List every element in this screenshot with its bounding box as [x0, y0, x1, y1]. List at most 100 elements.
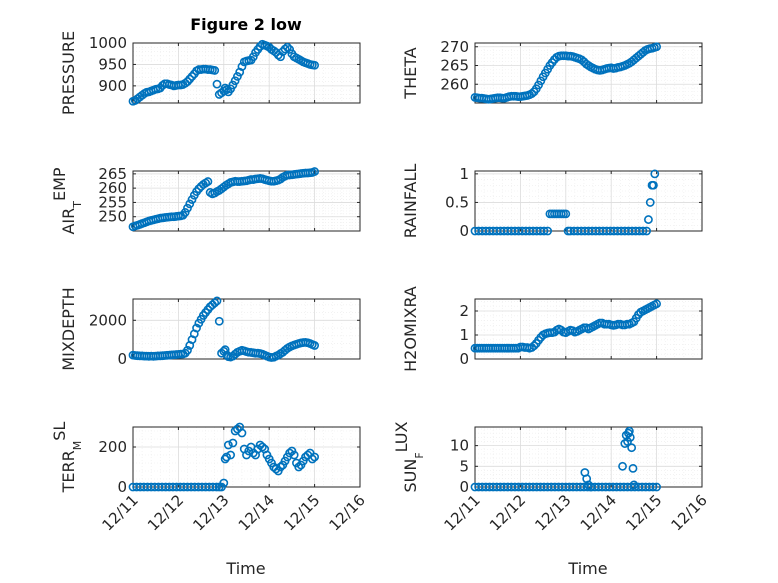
y-tick-label: 0 — [459, 350, 469, 368]
y-tick-label: 200 — [98, 438, 127, 456]
y-tick-label: 260 — [440, 75, 469, 93]
data-point — [628, 463, 638, 473]
data-point — [618, 461, 627, 471]
data-point — [289, 450, 299, 460]
data-point — [644, 215, 653, 224]
data-point — [222, 85, 231, 95]
data-point — [212, 296, 222, 306]
data-point — [310, 167, 319, 176]
subplot-mixdepth: 0 2000 MIXDEPTH — [59, 287, 361, 371]
data-point — [527, 89, 537, 99]
y-tick-label: 10 — [450, 437, 469, 455]
series-markers — [128, 296, 319, 362]
data-point — [650, 169, 660, 179]
series-markers — [470, 169, 660, 236]
data-point — [208, 482, 218, 492]
series-markers — [470, 42, 661, 104]
figure-title: Figure 2 low — [190, 15, 302, 34]
data-point — [645, 198, 655, 207]
data-point — [629, 480, 639, 490]
x-axis-label-right: Time — [567, 559, 607, 578]
x-axis-label-left: Time — [225, 559, 265, 578]
axes-frame — [132, 42, 361, 104]
data-point — [214, 316, 224, 326]
x-tick-label: 12/13 — [189, 491, 232, 534]
data-point — [257, 442, 267, 452]
y-axis-label-0: PRESSURE — [59, 31, 78, 115]
y-tick-label: 265 — [98, 165, 127, 183]
y-tick-label: 1 — [459, 165, 469, 183]
y-axis-label-1: THETA — [401, 47, 420, 99]
data-point — [183, 345, 192, 355]
data-point — [185, 74, 195, 84]
y-axis-label-6: TERRMSL — [50, 422, 84, 494]
data-point — [294, 462, 304, 472]
series-markers — [128, 39, 319, 106]
data-point — [652, 482, 661, 492]
grid-lines — [475, 299, 702, 360]
data-point — [539, 226, 549, 236]
data-point — [280, 44, 290, 54]
data-point — [586, 482, 596, 492]
series-markers — [470, 299, 661, 353]
y-axis-label-5: H2OMIXRA — [401, 286, 420, 372]
data-point — [648, 482, 658, 492]
subplot-sun-flux: 0 5 10 SUNFLUX 12/11 12/12 12/13 12/14 12/15 12/1… — [392, 421, 711, 534]
data-point — [282, 42, 292, 52]
data-point — [226, 450, 236, 460]
data-point — [203, 177, 213, 186]
data-point — [187, 195, 197, 204]
x-tick-label: 12/15 — [622, 491, 665, 534]
y-tick-label: 0 — [117, 350, 127, 368]
y-tick-label: 270 — [440, 38, 469, 56]
y-tick-label: 5 — [459, 457, 469, 475]
data-point — [561, 209, 571, 219]
data-point — [237, 428, 247, 438]
data-point — [649, 180, 658, 190]
data-point — [212, 79, 222, 89]
x-tick-label: 12/12 — [144, 491, 187, 534]
y-tick-label: 260 — [98, 179, 127, 197]
series-markers — [128, 422, 319, 492]
data-point — [220, 345, 230, 355]
data-point — [185, 199, 195, 209]
axes-frame — [132, 298, 361, 360]
grid-lines — [133, 171, 360, 232]
y-tick-label: 255 — [98, 193, 127, 211]
data-point — [237, 62, 247, 71]
data-point — [210, 298, 220, 308]
data-point — [212, 482, 221, 492]
axes-frame — [132, 170, 361, 232]
axes-background — [474, 170, 703, 232]
x-tick-label: 12/14 — [577, 491, 620, 534]
data-point — [627, 443, 637, 453]
grid-lines — [475, 427, 702, 488]
y-axis-label-4: MIXDEPTH — [59, 287, 78, 370]
y-tick-label: 250 — [98, 208, 127, 226]
grid-lines — [475, 171, 702, 232]
subplot-h2omixra: 0 1 2 H2OMIXRA — [401, 286, 703, 372]
x-tick-label: 12/11 — [99, 491, 142, 534]
data-point — [276, 52, 285, 62]
data-point — [625, 432, 635, 442]
axes-frame — [474, 42, 703, 104]
data-point — [543, 226, 553, 236]
x-tick-label: 12/16 — [326, 491, 369, 534]
axes-frame — [474, 426, 703, 488]
data-point — [192, 323, 201, 333]
data-point — [652, 42, 661, 52]
data-point — [187, 72, 197, 81]
data-point — [248, 52, 258, 62]
y-tick-label: 265 — [440, 57, 469, 75]
data-point — [219, 478, 229, 488]
subplot-terr-msl: 0 200 TERRMSL 12/11 12/12 12/13 12/14 12/15 12/1… — [50, 422, 369, 535]
y-tick-label: 1000 — [89, 34, 127, 52]
data-point — [183, 77, 192, 86]
data-point — [285, 448, 295, 458]
subplot-rainfall: 0 0.5 1 RAINFALL — [401, 164, 703, 240]
subplot-pressure: 900 950 1000 PRESSURE — [59, 31, 361, 115]
data-point — [624, 426, 634, 436]
x-tick-label: 12/16 — [668, 491, 711, 534]
